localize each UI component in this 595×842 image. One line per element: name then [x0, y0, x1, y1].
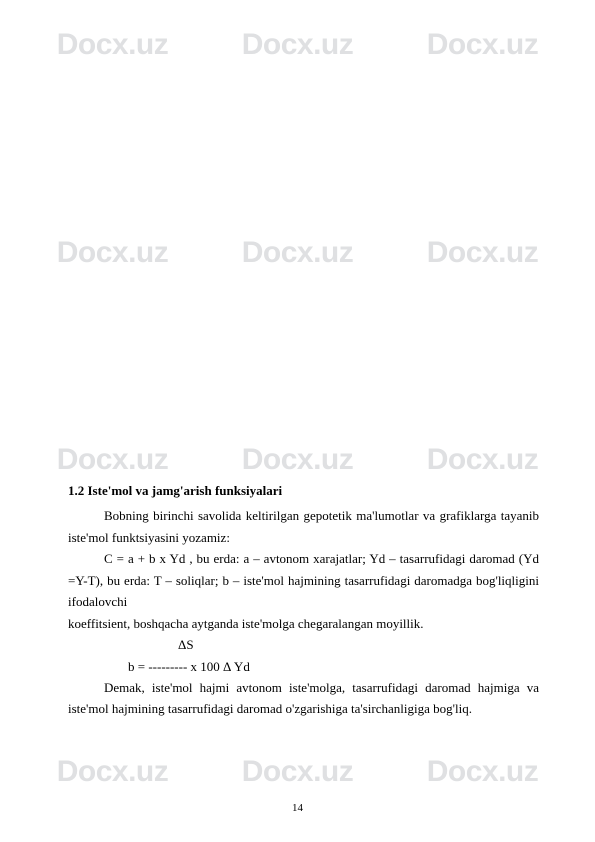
watermark-text: Docx.uz [242, 236, 354, 270]
watermark-text: Docx.uz [427, 236, 539, 270]
watermark-text: Docx.uz [242, 443, 354, 477]
watermark-text: Docx.uz [57, 755, 169, 789]
watermark-text: Docx.uz [242, 28, 354, 62]
formula-line: b = --------- x 100 Δ Yd [68, 656, 539, 677]
paragraph: C = a + b x Yd , bu erda: a – avtonom xa… [68, 548, 539, 612]
watermark-row: Docx.uz Docx.uz Docx.uz [0, 443, 595, 477]
page-number: 14 [0, 802, 595, 814]
formula-delta-s: ΔS [68, 634, 539, 655]
watermark-row: Docx.uz Docx.uz Docx.uz [0, 755, 595, 789]
document-content: 1.2 Iste'mol va jamg'arish funksiyalari … [68, 480, 539, 720]
watermark-text: Docx.uz [427, 443, 539, 477]
paragraph: koeffitsient, boshqacha aytganda iste'mo… [68, 613, 539, 634]
paragraph: Bobning birinchi savolida keltirilgan ge… [68, 505, 539, 548]
watermark-row: Docx.uz Docx.uz Docx.uz [0, 236, 595, 270]
paragraph: Demak, iste'mol hajmi avtonom iste'molga… [68, 677, 539, 720]
watermark-text: Docx.uz [242, 755, 354, 789]
watermark-text: Docx.uz [427, 755, 539, 789]
watermark-text: Docx.uz [427, 28, 539, 62]
watermark-text: Docx.uz [57, 236, 169, 270]
watermark-text: Docx.uz [57, 443, 169, 477]
section-heading: 1.2 Iste'mol va jamg'arish funksiyalari [68, 480, 539, 501]
watermark-text: Docx.uz [57, 28, 169, 62]
watermark-row: Docx.uz Docx.uz Docx.uz [0, 28, 595, 62]
